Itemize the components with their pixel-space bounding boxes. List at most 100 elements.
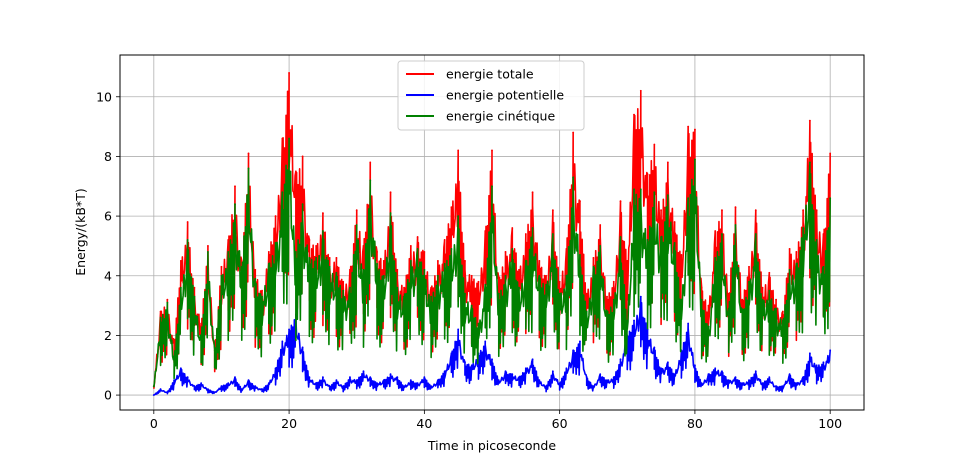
series-point-energie-potentielle (315, 382, 318, 385)
series-point-energie-totale (477, 280, 480, 283)
series-point-energie-totale (349, 268, 351, 271)
series-point-energie-cinetique (213, 349, 216, 352)
series-point-energie-potentielle (362, 370, 365, 373)
series-point-energie-totale (267, 250, 270, 253)
series-point-energie-totale (680, 253, 683, 256)
series-point-energie-totale (551, 209, 554, 212)
series-point-energie-totale (585, 292, 588, 295)
series-point-energie-potentielle (714, 367, 717, 370)
series-point-energie-totale (721, 209, 723, 212)
series-point-energie-totale (159, 310, 162, 313)
series-point-energie-cinetique (673, 242, 676, 244)
series-point-energie-potentielle (585, 376, 588, 379)
series-point-energie-cinetique (612, 298, 615, 301)
series-point-energie-potentielle (484, 340, 487, 343)
series-point-energie-potentielle (186, 376, 189, 379)
series-point-energie-potentielle (457, 328, 460, 331)
series-point-energie-totale (207, 245, 209, 247)
series-line-energie-cinetique (153, 137, 831, 388)
series-point-energie-potentielle (159, 388, 162, 391)
series-point-energie-potentielle (342, 385, 345, 388)
series-point-energie-totale (423, 250, 426, 253)
series-point-energie-potentielle (497, 379, 500, 382)
series-point-energie-totale (464, 259, 466, 262)
series-point-energie-cinetique (572, 176, 575, 179)
series-point-energie-potentielle (213, 391, 216, 394)
series-point-energie-potentielle (754, 370, 757, 373)
series-point-energie-totale (727, 292, 730, 295)
series-point-energie-totale (714, 230, 717, 232)
series-point-energie-totale (545, 274, 548, 277)
y-tick-label: 0 (104, 388, 112, 403)
series-point-energie-cinetique (349, 286, 351, 289)
y-tick-label: 8 (104, 149, 112, 164)
series-point-energie-totale (186, 221, 189, 223)
series-point-energie-potentielle (436, 379, 439, 382)
series-point-energie-potentielle (788, 373, 791, 376)
series-point-energie-totale (409, 245, 412, 247)
series-point-energie-totale (653, 143, 656, 146)
series-point-energie-cinetique (403, 295, 405, 298)
series-point-energie-totale (497, 277, 500, 280)
series-point-energie-totale (281, 137, 284, 140)
series-point-energie-cinetique (707, 325, 710, 328)
series-point-energie-cinetique (504, 274, 507, 277)
series-point-energie-cinetique (443, 262, 446, 265)
series-point-energie-cinetique (389, 212, 392, 215)
series-point-energie-potentielle (281, 340, 284, 343)
series-point-energie-potentielle (761, 382, 764, 385)
series-point-energie-cinetique (308, 256, 311, 259)
series-point-energie-potentielle (382, 379, 385, 382)
series-point-energie-totale (335, 256, 338, 259)
series-point-energie-potentielle (369, 376, 372, 379)
series-point-energie-potentielle (734, 376, 737, 379)
series-point-energie-cinetique (491, 185, 493, 188)
series-point-energie-cinetique (220, 274, 223, 277)
series-point-energie-potentielle (443, 370, 446, 373)
series-point-energie-totale (484, 230, 487, 232)
series-point-energie-totale (193, 286, 196, 289)
series-point-energie-cinetique (186, 239, 189, 241)
series-point-energie-cinetique (781, 319, 784, 322)
series-point-energie-cinetique (477, 322, 480, 325)
series-point-energie-cinetique (775, 307, 777, 310)
series-point-energie-cinetique (565, 274, 568, 277)
legend-box (397, 60, 585, 131)
series-point-energie-potentielle (700, 382, 703, 385)
series-point-energie-cinetique (328, 265, 331, 268)
series-point-energie-potentielle (707, 373, 710, 376)
series-point-energie-cinetique (606, 310, 608, 313)
series-point-energie-cinetique (531, 227, 534, 229)
series-point-energie-cinetique (700, 298, 703, 301)
series-point-energie-potentielle (200, 382, 203, 385)
series-point-energie-totale (491, 149, 493, 152)
series-point-energie-potentielle (335, 379, 338, 382)
series-point-energie-potentielle (179, 367, 182, 370)
series-point-energie-totale (802, 209, 805, 212)
series-point-energie-totale (626, 259, 629, 262)
series-point-energie-potentielle (592, 385, 595, 388)
series-point-energie-totale (457, 149, 460, 152)
series-point-energie-cinetique (808, 161, 811, 164)
series-point-energie-cinetique (599, 245, 602, 247)
series-point-energie-totale (227, 239, 230, 241)
series-point-energie-cinetique (369, 179, 372, 182)
series-point-energie-totale (694, 128, 696, 131)
y-tick-label: 10 (96, 89, 112, 104)
series-point-energie-totale (518, 268, 520, 271)
series-point-energie-potentielle (815, 364, 818, 367)
series-point-energie-totale (430, 286, 433, 289)
series-point-energie-totale (376, 250, 378, 253)
series-point-energie-potentielle (524, 367, 527, 370)
series-point-energie-totale (660, 209, 662, 212)
series-point-energie-cinetique (355, 224, 358, 226)
series-point-energie-totale (579, 200, 581, 203)
series-point-energie-cinetique (484, 283, 487, 286)
series-point-energie-totale (443, 239, 446, 241)
series-point-energie-totale (734, 206, 737, 209)
series-point-energie-cinetique (829, 197, 832, 200)
series-point-energie-totale (565, 248, 568, 250)
series-point-energie-totale (524, 233, 527, 235)
series-point-energie-cinetique (207, 250, 209, 253)
